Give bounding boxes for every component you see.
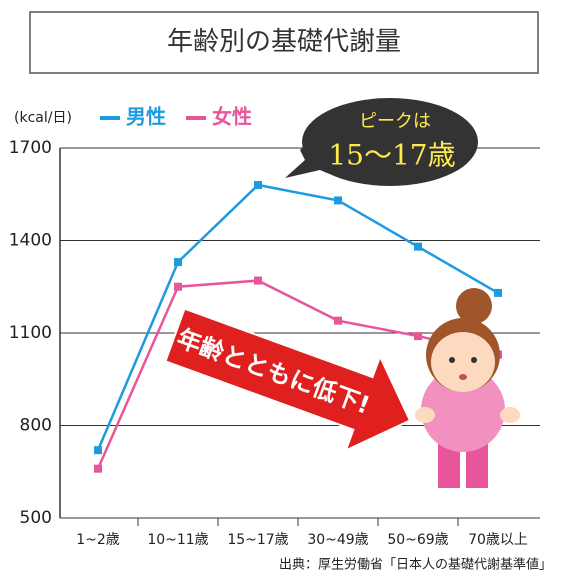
point [174, 258, 182, 267]
callout-text: ピークは [359, 111, 431, 132]
y-tick-label: 800 [20, 416, 52, 436]
point [254, 181, 262, 189]
y-unit: (kcal/日) [14, 110, 72, 126]
plot: 500 800 1100 1400 1700 1~2歳 10~11歳 15~17歳 30~49歳… [9, 138, 540, 548]
y-tick-label: 500 [20, 508, 52, 528]
legend-label: 男性 [126, 105, 166, 129]
x-tick-label: 10~11歳 [147, 532, 208, 548]
legend: 男性 女性 [100, 105, 252, 129]
series-line [96, 183, 499, 451]
woman-illustration [415, 288, 520, 488]
x-tick-label: 1~2歳 [76, 532, 120, 548]
legend-label: 女性 [212, 105, 252, 129]
point [494, 288, 502, 297]
arrow: 年齢とともに低下! [164, 307, 412, 453]
title-box [29, 11, 539, 74]
y-tick-label: 1700 [9, 138, 52, 158]
point [334, 196, 342, 205]
x-tick-label: 50~69歳 [387, 532, 448, 548]
point [174, 282, 182, 291]
y-tick-label: 1100 [9, 323, 52, 343]
point [254, 276, 262, 285]
x-tick-label: 30~49歳 [307, 532, 368, 548]
point [334, 316, 342, 325]
point [94, 464, 102, 473]
y-tick-label: 1400 [9, 231, 52, 251]
callout-text: 15〜17歳 [328, 139, 455, 172]
point [94, 446, 102, 455]
source: 出典：厚生労働省「日本人の基礎代謝基準値」 [279, 557, 552, 573]
x-tick-label: 70歳以上 [468, 532, 528, 548]
arrow-shape [164, 307, 412, 453]
point [414, 332, 422, 341]
speech-bubble [302, 98, 478, 186]
point [414, 242, 422, 251]
chart-title: 年齢別の基礎代謝量 [167, 27, 401, 57]
x-tick-label: 15~17歳 [227, 532, 288, 548]
